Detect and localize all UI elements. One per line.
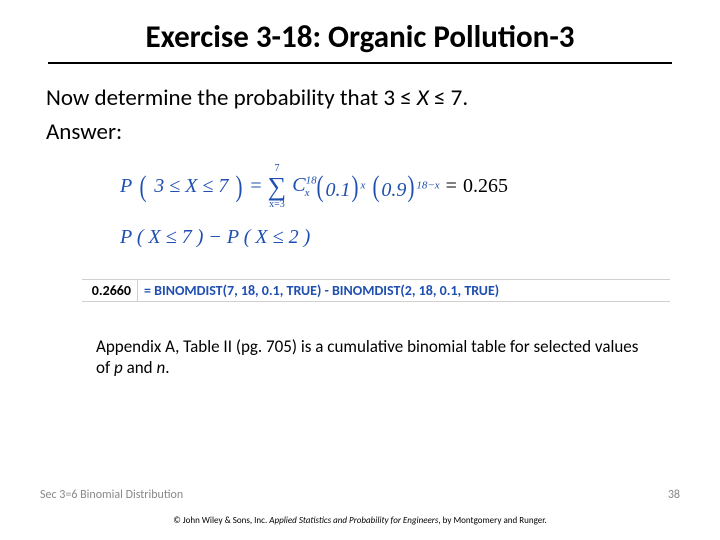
paren-open: ( <box>140 170 147 204</box>
prompt-text-pre: Now determine the probability that 3 ≤ <box>46 84 417 112</box>
t2-exp: 18−x <box>416 179 439 191</box>
paren-close: ) <box>236 170 243 204</box>
appendix-note: Appendix A, Table II (pg. 705) is a cumu… <box>96 336 680 379</box>
footer: Sec 3=6 Binomial Distribution 38 <box>40 488 680 502</box>
t2-open: ( <box>373 170 380 204</box>
appendix-pre: Appendix A, Table II (pg. 705) is a cumu… <box>96 336 638 378</box>
footer-section: Sec 3=6 Binomial Distribution <box>40 488 183 502</box>
eq1: = <box>250 175 261 198</box>
lhs-body: 3 ≤ X ≤ 7 <box>154 175 228 198</box>
formula-alt: P ( X ≤ 7 ) − P ( X ≤ 2 ) <box>120 226 680 249</box>
copyright-title: Applied Statistics and Probability for E… <box>269 515 438 526</box>
eq2: = <box>446 175 457 198</box>
sum-lower: x=3 <box>269 200 285 210</box>
C-base: C <box>292 174 305 196</box>
answer-label: Answer: <box>40 118 680 146</box>
t2-close: ) <box>408 170 415 204</box>
sigma-block: 7 ∑ x=3 <box>268 164 287 210</box>
sym-P: P <box>120 175 132 198</box>
t1-open: ( <box>317 170 324 204</box>
excel-formula-cell: = BINOMDIST(7, 18, 0.1, TRUE) - BINOMDIS… <box>138 280 670 301</box>
appendix-post: . <box>165 357 169 378</box>
term1: (0.1)x <box>315 170 365 204</box>
C-sub: x <box>305 187 310 199</box>
sym-C: C18x <box>292 174 309 199</box>
appendix-n: n <box>156 357 165 378</box>
page-number: 38 <box>668 488 680 502</box>
problem-prompt: Now determine the probability that 3 ≤ X… <box>40 84 680 114</box>
result: 0.265 <box>463 175 508 198</box>
formula-area: P ( 3 ≤ X ≤ 7 ) = 7 ∑ x=3 C18x (0.1)x (0… <box>40 164 680 249</box>
copyright: © John Wiley & Sons, Inc. Applied Statis… <box>0 515 720 526</box>
appendix-p: p <box>114 357 123 378</box>
slide: Exercise 3-18: Organic Pollution-3 Now d… <box>0 0 720 540</box>
t1-val: 0.1 <box>325 179 350 201</box>
prompt-text-post: ≤ 7. <box>429 84 468 112</box>
copyright-pre: © John Wiley & Sons, Inc. <box>173 515 269 526</box>
t2-val: 0.9 <box>381 179 406 201</box>
t1-close: ) <box>352 170 359 204</box>
sigma-icon: ∑ <box>268 174 287 200</box>
prompt-var: X <box>417 84 429 112</box>
copyright-post: , by Montgomery and Runger. <box>438 515 546 526</box>
formula-main: P ( 3 ≤ X ≤ 7 ) = 7 ∑ x=3 C18x (0.1)x (0… <box>120 164 680 210</box>
excel-value-cell: 0.2660 <box>82 280 138 301</box>
appendix-mid: and <box>123 357 157 378</box>
slide-title: Exercise 3-18: Organic Pollution-3 <box>48 18 672 64</box>
excel-row: 0.2660 = BINOMDIST(7, 18, 0.1, TRUE) - B… <box>82 279 670 302</box>
t1-exp: x <box>360 179 365 191</box>
term2: (0.9)18−x <box>371 170 439 204</box>
